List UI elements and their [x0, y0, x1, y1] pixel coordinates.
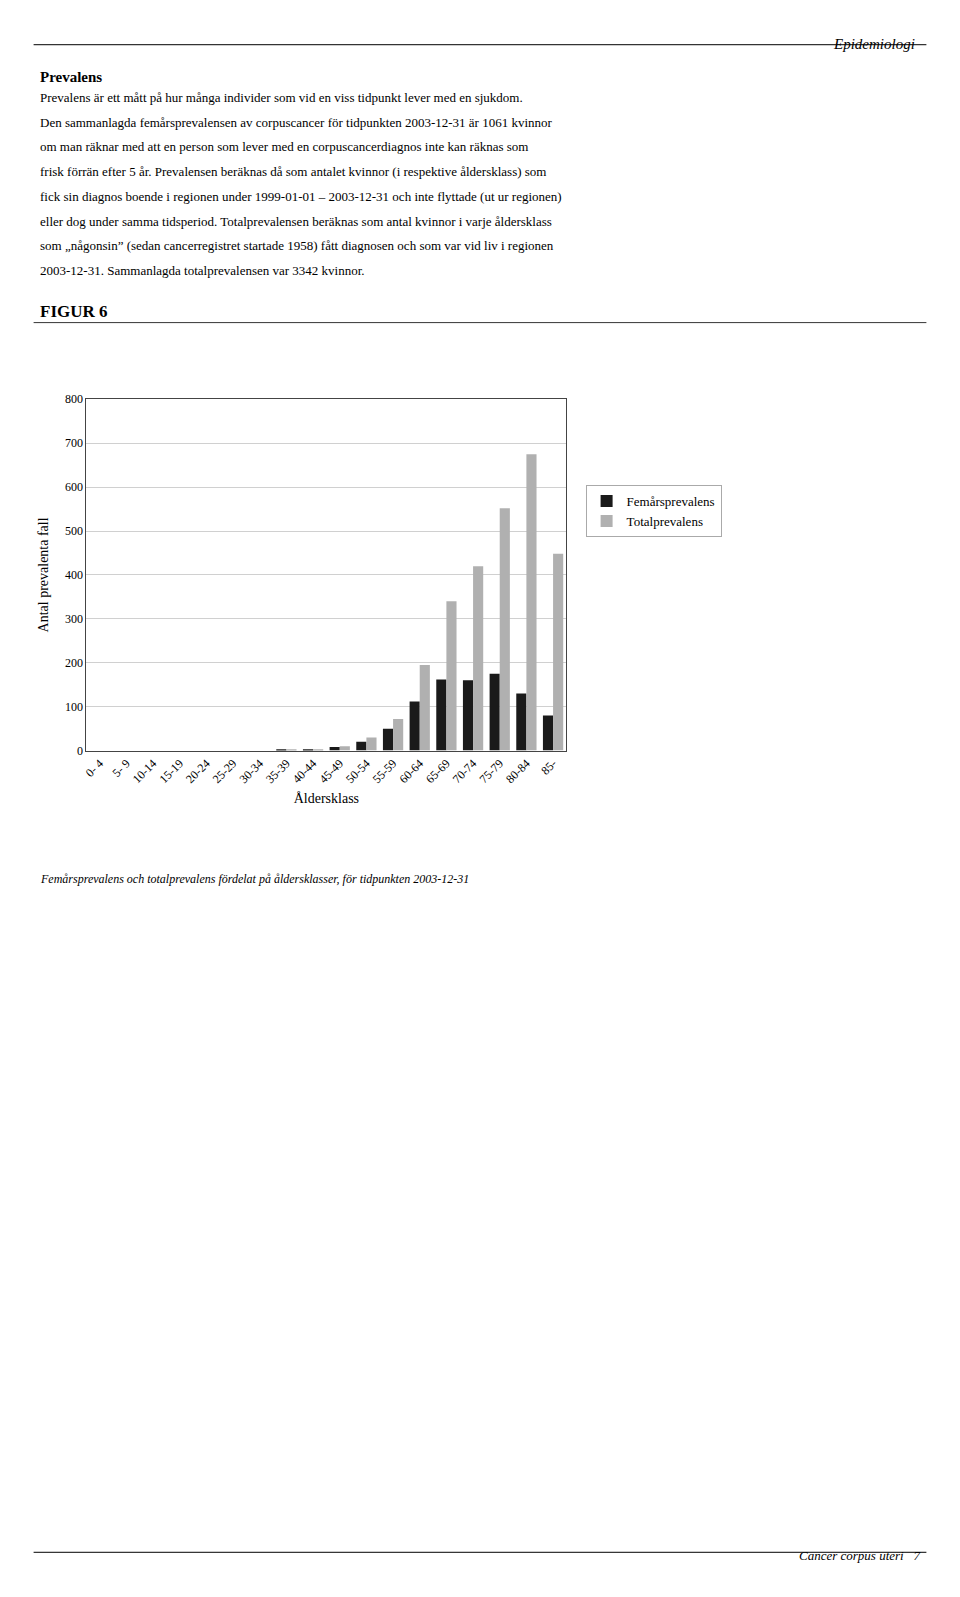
svg-text:2003‑12‑31. Sammanlagda totalp: 2003‑12‑31. Sammanlagda totalprevalensen… [40, 263, 365, 278]
svg-text:600: 600 [65, 480, 83, 494]
svg-text:eller dog under samma tidsperi: eller dog under samma tidsperiod. Totalp… [40, 214, 552, 229]
svg-text:65-69: 65-69 [423, 756, 453, 786]
svg-text:Cancer corpus uteri 7: Cancer corpus uteri 7 [799, 1548, 920, 1563]
svg-text:Åldersklass: Åldersklass [294, 791, 359, 806]
svg-text:om man räknar med att en perso: om man räknar med att en person som leve… [40, 139, 528, 154]
svg-text:Prevalens: Prevalens [40, 69, 102, 85]
svg-text:Antal prevalenta fall: Antal prevalenta fall [36, 517, 51, 632]
svg-text:15-19: 15-19 [156, 756, 186, 786]
svg-text:frisk förrän efter 5 år. Preva: frisk förrän efter 5 år. Prevalensen ber… [40, 164, 546, 179]
svg-text:5- 9: 5- 9 [109, 756, 132, 779]
svg-text:700: 700 [65, 436, 83, 450]
svg-text:75-79: 75-79 [476, 756, 506, 786]
svg-text:400: 400 [65, 568, 83, 582]
svg-text:500: 500 [65, 524, 83, 538]
svg-text:55-59: 55-59 [370, 756, 400, 786]
svg-text:som „någonsin” (sedan cancerre: som „någonsin” (sedan cancerregistret st… [40, 238, 554, 253]
svg-text:100: 100 [65, 700, 83, 714]
svg-text:25-29: 25-29 [210, 756, 240, 786]
svg-text:30-34: 30-34 [236, 756, 266, 786]
svg-text:50-54: 50-54 [343, 756, 373, 786]
svg-text:fick sin diagnos boende i regi: fick sin diagnos boende i regionen under… [40, 189, 562, 204]
svg-text:Femårsprevalens och totalpreva: Femårsprevalens och totalprevalens förde… [40, 872, 469, 886]
svg-text:85-: 85- [538, 756, 559, 777]
svg-text:Totalprevalens: Totalprevalens [627, 514, 703, 529]
svg-text:0: 0 [77, 744, 83, 758]
svg-text:Den sammanlagda femårsprevalen: Den sammanlagda femårsprevalensen av cor… [40, 115, 553, 130]
svg-text:800: 800 [65, 392, 83, 406]
svg-text:Prevalens är ett mått på hur m: Prevalens är ett mått på hur många indiv… [40, 90, 523, 105]
svg-text:Femårsprevalens: Femårsprevalens [627, 494, 715, 509]
svg-text:FIGUR 6: FIGUR 6 [40, 302, 108, 321]
svg-text:300: 300 [65, 612, 83, 626]
svg-text:35-39: 35-39 [263, 756, 293, 786]
svg-text:40-44: 40-44 [290, 756, 320, 786]
svg-text:10-14: 10-14 [130, 756, 160, 786]
svg-text:20-24: 20-24 [183, 756, 213, 786]
svg-text:70-74: 70-74 [450, 756, 480, 786]
svg-text:Epidemiologi: Epidemiologi [833, 36, 915, 52]
svg-text:200: 200 [65, 656, 83, 670]
svg-text:0- 4: 0- 4 [83, 756, 106, 779]
svg-text:80-84: 80-84 [503, 756, 533, 786]
svg-text:60-64: 60-64 [396, 756, 426, 786]
svg-text:45-49: 45-49 [316, 756, 346, 786]
